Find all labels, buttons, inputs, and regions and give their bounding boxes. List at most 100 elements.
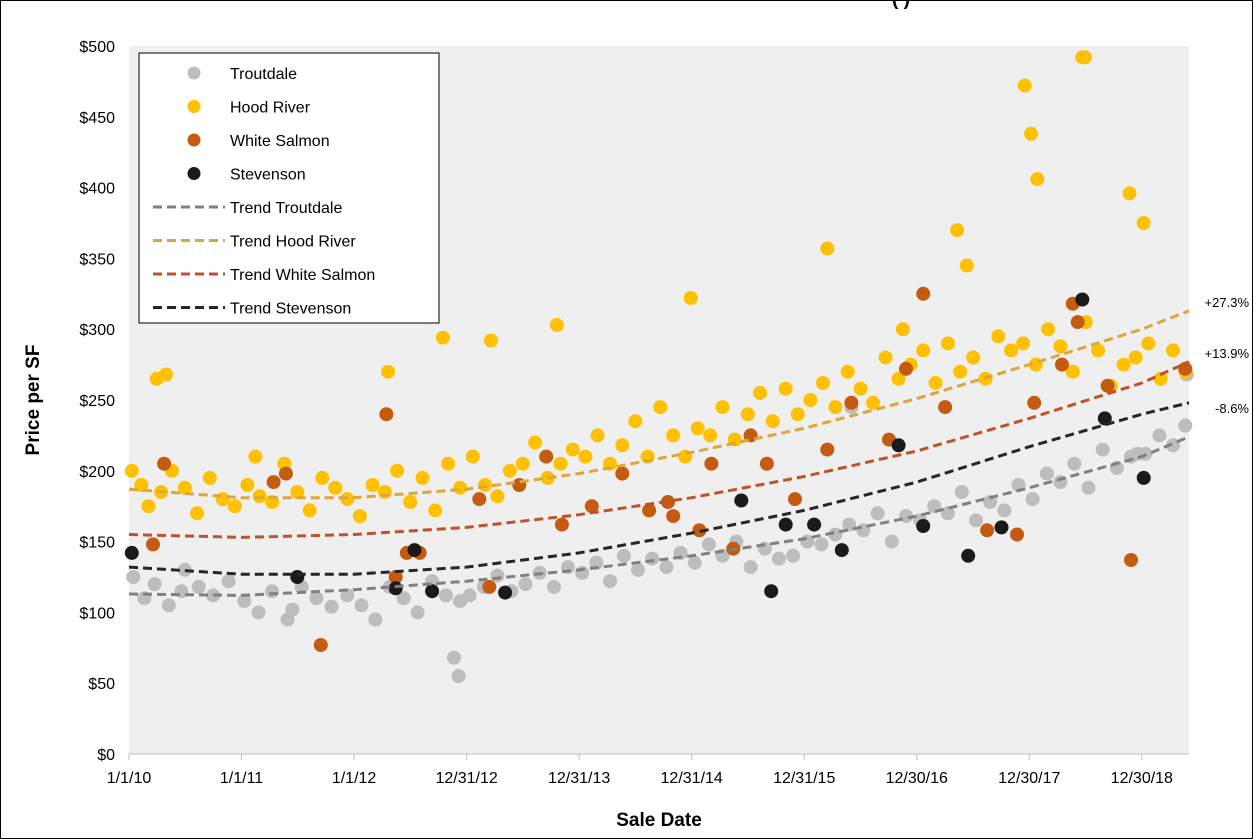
y-axis-ticks: $0 $50 $100 $150 $200 $250 $300 $350 $400 $450 $50… — [79, 39, 115, 764]
troutdale-point — [983, 495, 998, 509]
troutdale-point — [701, 537, 716, 552]
white-salmon-point — [704, 456, 719, 471]
troutdale-point — [743, 560, 758, 575]
white-salmon-point — [916, 286, 931, 301]
stevenson-point — [734, 493, 749, 508]
hood-river-point — [891, 371, 906, 386]
white-salmon-point — [844, 395, 859, 410]
white-salmon-point — [584, 499, 599, 514]
hood-river-point — [1053, 339, 1068, 354]
y-tick-label: $150 — [79, 535, 115, 552]
hood-river-point — [141, 499, 156, 514]
trend-stevenson-line — [128, 401, 1190, 576]
hood-river-point — [878, 350, 893, 365]
hood-river-point — [365, 478, 380, 492]
white-salmon-point — [1055, 357, 1069, 372]
hood-river-point — [1166, 343, 1180, 358]
white-salmon-point — [938, 400, 953, 415]
x-tick-label: 1/1/10 — [107, 770, 152, 787]
hood-river-point — [1153, 371, 1168, 386]
hood-river-point — [428, 503, 443, 518]
troutdale-point — [997, 503, 1012, 518]
y-tick-label: $300 — [79, 322, 115, 339]
x-tick-label: 1/1/12 — [332, 770, 377, 787]
white-salmon-point — [482, 579, 497, 594]
hood-river-point — [790, 407, 805, 422]
hood-river-point — [453, 480, 468, 495]
troutdale-point — [396, 591, 411, 606]
stevenson-point — [891, 438, 906, 453]
hood-river-point — [515, 456, 530, 471]
trend-lines — [128, 309, 1190, 597]
troutdale-point — [340, 588, 355, 603]
white-salmon-point — [788, 492, 802, 507]
hood-river-point — [202, 470, 217, 485]
troutdale-point — [161, 598, 176, 613]
stevenson-point — [834, 543, 849, 558]
hood-river-point — [778, 381, 793, 396]
hood-river-point — [240, 478, 255, 492]
troutdale-point — [191, 579, 206, 594]
troutdale-point — [368, 612, 383, 627]
legend-swatch — [187, 66, 201, 80]
troutdale-point — [771, 551, 786, 566]
troutdale-point — [954, 485, 969, 499]
hood-river-point — [484, 333, 498, 348]
white-salmon-point — [666, 509, 681, 524]
hood-river-point — [1077, 50, 1092, 65]
troutdale-point — [575, 565, 590, 580]
stevenson-point — [764, 584, 779, 599]
white-salmon-point — [379, 407, 394, 422]
legend-label: Stevenson — [230, 167, 306, 184]
troutdale-point — [451, 669, 466, 684]
troutdale-point — [546, 579, 561, 594]
troutdale-point — [237, 594, 252, 609]
troutdale-point — [354, 598, 369, 613]
hood-river-point — [403, 495, 418, 509]
hood-river-point — [1122, 186, 1137, 201]
hood-river-point — [940, 336, 955, 351]
troutdale-point — [309, 591, 324, 606]
troutdale-point — [147, 577, 162, 592]
hood-river-point — [1024, 126, 1039, 141]
y-tick-label: $350 — [79, 251, 115, 268]
legend-label: Trend Stevenson — [230, 301, 351, 318]
trend-annotation: -8.6% — [1215, 401, 1249, 416]
hood-river-point — [1030, 172, 1045, 187]
y-tick-label: $100 — [79, 605, 115, 622]
white-salmon-point — [554, 517, 569, 532]
hood-river-point — [1136, 216, 1151, 230]
troutdale-point — [786, 548, 801, 563]
y-axis-title: Price per SF — [23, 345, 44, 456]
white-salmon-point — [899, 361, 913, 376]
hood-river-point — [803, 393, 818, 407]
hood-river-point — [816, 376, 830, 390]
hood-river-point — [753, 385, 768, 400]
white-salmon-point — [472, 492, 487, 507]
troutdale-point — [251, 605, 266, 620]
hood-river-point — [820, 241, 835, 256]
hood-river-point — [966, 350, 981, 365]
hood-river-point — [390, 463, 405, 478]
hood-river-point — [715, 400, 730, 415]
legend-label: Hood River — [230, 100, 311, 117]
troutdale-point — [1039, 466, 1054, 481]
trend-annotation: +13.9% — [1205, 346, 1250, 361]
white-salmon-point — [1100, 378, 1115, 393]
x-tick-label: 12/31/13 — [548, 770, 610, 787]
hood-river-point — [666, 428, 681, 443]
hood-river-point — [853, 381, 868, 396]
troutdale-point — [616, 548, 631, 563]
hood-river-point — [895, 322, 910, 337]
hood-river-point — [435, 330, 450, 345]
y-tick-label: $200 — [79, 464, 115, 481]
x-axis-ticks: 1/1/10 1/1/11 1/1/12 12/31/12 12/31/13 12/31/… — [107, 754, 1173, 787]
hood-river-point — [740, 407, 755, 422]
white-salmon-point — [146, 537, 160, 552]
y-tick-label: $450 — [79, 110, 115, 127]
troutdale-point — [285, 602, 300, 617]
trend-white-salmon-line — [128, 360, 1190, 539]
troutdale-point — [177, 562, 192, 577]
x-tick-label: 12/31/15 — [773, 770, 835, 787]
